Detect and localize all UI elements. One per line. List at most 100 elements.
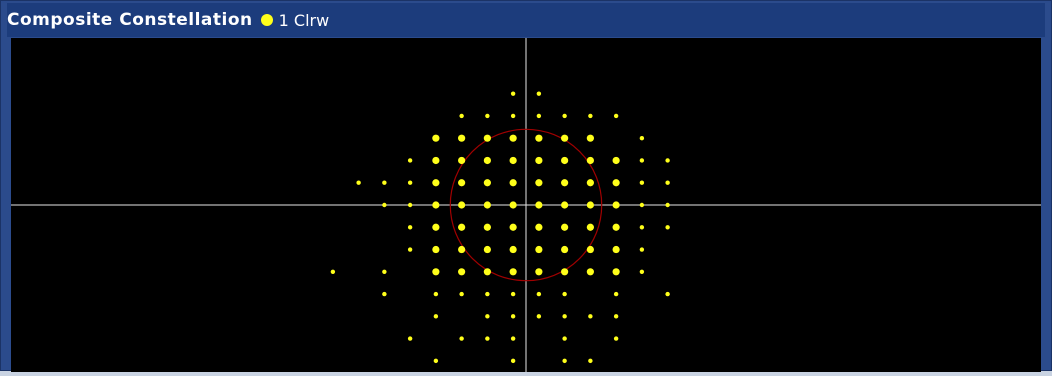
constellation-point [612, 179, 620, 187]
constellation-point [483, 134, 491, 142]
constellation-point [586, 201, 594, 209]
constellation-point [459, 113, 464, 119]
constellation-point [510, 358, 516, 364]
title-bar: Composite Constellation 1 Clrw [7, 3, 1045, 37]
constellation-point [612, 201, 620, 209]
constellation-point [509, 179, 517, 187]
constellation-point [510, 314, 516, 319]
constellation-point [561, 179, 569, 187]
constellation-point [562, 336, 567, 341]
reference-circle [449, 128, 603, 282]
trace-indicator[interactable]: 1 Clrw [260, 10, 330, 30]
constellation-point [510, 91, 516, 96]
constellation-point [407, 225, 413, 230]
constellation-point [459, 291, 464, 297]
constellation-point [509, 245, 517, 254]
constellation-point [535, 245, 543, 254]
constellation-point [535, 223, 543, 231]
constellation-point [586, 245, 594, 254]
constellation-point [458, 268, 466, 276]
constellation-point [485, 314, 490, 319]
constellation-point [639, 247, 645, 252]
constellation-point [588, 358, 593, 364]
constellation-point [458, 179, 466, 187]
constellation-point [382, 202, 387, 208]
constellation-point [458, 245, 466, 254]
constellation-point [639, 158, 645, 163]
constellation-point [458, 201, 466, 209]
constellation-point [536, 91, 542, 96]
constellation-point [407, 336, 413, 341]
constellation-point [483, 245, 491, 254]
constellation-point [561, 223, 569, 231]
constellation-point [509, 268, 517, 276]
constellation-point [612, 156, 620, 165]
constellation-point [432, 268, 440, 276]
constellation-point [459, 336, 464, 341]
constellation-point [483, 268, 491, 276]
constellation-point [433, 291, 439, 297]
constellation-point [639, 180, 645, 185]
constellation-point [665, 291, 670, 297]
constellation-point [562, 291, 567, 297]
constellation-point [330, 269, 336, 274]
constellation-point [588, 314, 593, 319]
constellation-point [432, 245, 440, 254]
constellation-point [485, 291, 490, 297]
constellation-point [458, 156, 466, 165]
constellation-plot[interactable] [11, 38, 1041, 372]
constellation-point [586, 268, 594, 276]
constellation-point [433, 358, 439, 364]
constellation-point [509, 156, 517, 165]
constellation-point [433, 314, 439, 319]
constellation-point [356, 180, 361, 185]
constellation-point [561, 245, 569, 254]
constellation-point [639, 269, 645, 274]
constellation-point [562, 358, 567, 364]
constellation-point [535, 268, 543, 276]
constellation-point [588, 113, 593, 119]
constellation-point [536, 113, 542, 119]
constellation-point [535, 134, 543, 142]
constellation-point [483, 156, 491, 165]
constellation-point [613, 336, 619, 341]
constellation-point [510, 336, 516, 341]
constellation-point [535, 201, 543, 209]
constellation-point [586, 156, 594, 165]
constellation-point [483, 179, 491, 187]
constellation-point [586, 134, 594, 142]
constellation-point [613, 291, 619, 297]
trace-dot-icon [260, 14, 273, 26]
constellation-point [382, 291, 387, 297]
constellation-point [612, 223, 620, 231]
constellation-point [561, 134, 569, 142]
constellation-point [432, 179, 440, 187]
constellation-point [613, 314, 619, 319]
constellation-point [561, 268, 569, 276]
constellation-svg [11, 38, 1041, 372]
trace-label: 1 Clrw [278, 10, 330, 30]
constellation-point [561, 156, 569, 165]
constellation-point [561, 201, 569, 209]
constellation-point [639, 202, 645, 208]
constellation-point [510, 291, 516, 297]
constellation-point [485, 113, 490, 119]
constellation-point [665, 202, 670, 208]
constellation-point [665, 180, 670, 185]
constellation-point [432, 201, 440, 209]
constellation-point [407, 247, 413, 252]
constellation-point [382, 269, 387, 274]
constellation-point [407, 158, 413, 163]
constellation-point [458, 223, 466, 231]
constellation-point [432, 223, 440, 231]
constellation-point [639, 136, 645, 141]
constellation-point [612, 268, 620, 276]
window-title: Composite Constellation [7, 10, 253, 30]
constellation-point [509, 223, 517, 231]
constellation-point [562, 314, 567, 319]
constellation-point [483, 201, 491, 209]
constellation-point [535, 156, 543, 165]
constellation-point [509, 201, 517, 209]
constellation-point [665, 158, 670, 163]
constellation-point [665, 225, 670, 230]
